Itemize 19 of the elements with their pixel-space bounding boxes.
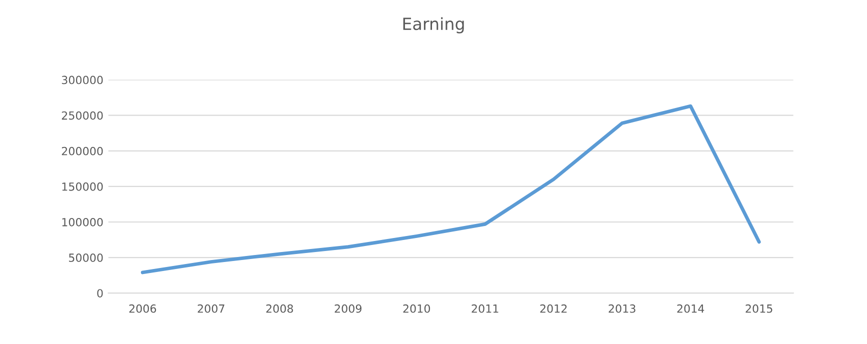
y-tick-label: 0 bbox=[97, 289, 103, 298]
x-tick-label: 2006 bbox=[129, 304, 156, 313]
line-series bbox=[140, 104, 761, 274]
x-tick-label: 2012 bbox=[540, 304, 567, 313]
x-tick-label: 2014 bbox=[677, 304, 704, 313]
y-tick-label: 300000 bbox=[62, 76, 103, 84]
x-tick-label: 2009 bbox=[334, 304, 362, 313]
y-tick-label: 200000 bbox=[62, 146, 103, 156]
x-tick-label: 2008 bbox=[266, 304, 293, 313]
x-tick-label: 2007 bbox=[198, 304, 224, 313]
x-tick-label: 2011 bbox=[472, 304, 498, 313]
y-tick-label: 150000 bbox=[62, 182, 103, 191]
x-tick-label: 2013 bbox=[608, 304, 636, 313]
x-tick-label: 2015 bbox=[746, 304, 772, 313]
y-tick-label: 100000 bbox=[62, 218, 103, 226]
x-tick-label: 2010 bbox=[403, 304, 430, 313]
chart-title: Earning bbox=[403, 17, 464, 34]
y-tick-label: 50000 bbox=[69, 254, 103, 262]
y-tick-label: 250000 bbox=[62, 111, 103, 120]
